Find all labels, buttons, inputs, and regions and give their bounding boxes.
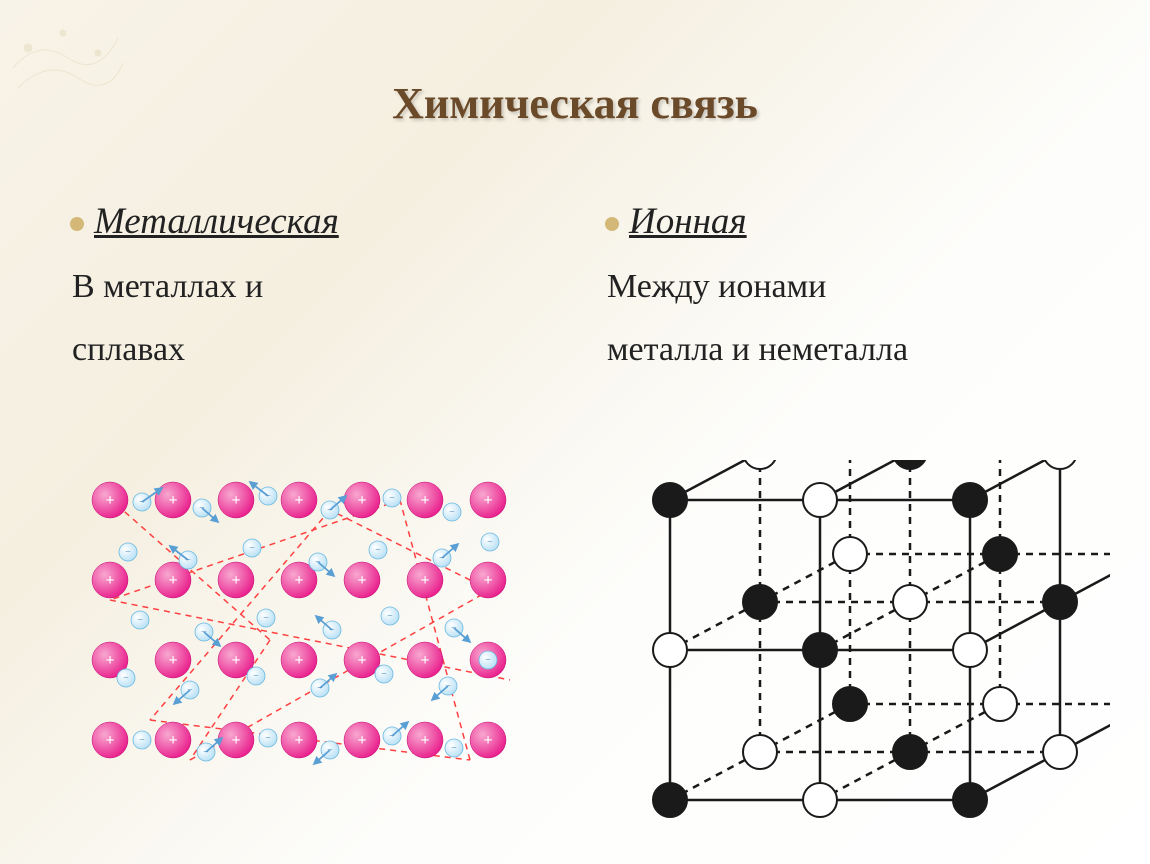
svg-text:+: + [105,732,114,749]
svg-text:+: + [168,492,177,509]
svg-text:+: + [231,732,240,749]
bullet-icon [70,217,84,231]
page-title: Химическая связь [0,78,1150,129]
svg-text:+: + [231,652,240,669]
svg-text:−: − [389,493,395,504]
svg-text:−: − [381,669,387,680]
bullet-icon [605,217,619,231]
svg-text:−: − [123,673,129,684]
svg-text:+: + [294,732,303,749]
right-column: Ионная Между ионами металла и неметалла [605,200,1110,386]
left-sub-line2: сплавах [72,324,575,377]
svg-text:+: + [357,732,366,749]
svg-text:−: − [265,491,271,502]
svg-text:+: + [420,572,429,589]
svg-text:+: + [420,492,429,509]
svg-text:−: − [265,733,271,744]
svg-text:+: + [105,492,114,509]
svg-text:+: + [294,492,303,509]
svg-text:+: + [483,572,492,589]
svg-text:+: + [357,652,366,669]
svg-text:−: − [387,611,393,622]
svg-text:−: − [139,497,145,508]
svg-text:−: − [263,613,269,624]
svg-text:+: + [105,572,114,589]
svg-text:−: − [439,553,445,564]
svg-text:−: − [375,545,381,556]
svg-text:+: + [168,732,177,749]
svg-text:−: − [317,683,323,694]
content-columns: Металлическая В металлах и сплавах Ионна… [70,200,1110,386]
svg-text:+: + [420,652,429,669]
svg-text:+: + [357,492,366,509]
svg-text:+: + [420,732,429,749]
right-sub-line1: Между ионами [607,261,1110,314]
svg-text:+: + [168,652,177,669]
left-heading-row: Металлическая [70,200,575,243]
svg-text:+: + [483,732,492,749]
svg-text:+: + [294,652,303,669]
svg-text:−: − [329,625,335,636]
diagram-area: ++++++++++++++++++++++++++++−−−−−−−−−−−−… [70,460,1110,844]
svg-text:−: − [389,731,395,742]
svg-text:−: − [451,743,457,754]
svg-text:−: − [125,547,131,558]
svg-text:+: + [168,572,177,589]
svg-text:−: − [139,735,145,746]
right-heading: Ионная [629,200,747,243]
svg-text:−: − [487,537,493,548]
svg-text:+: + [483,492,492,509]
svg-text:+: + [105,652,114,669]
svg-text:−: − [253,671,259,682]
svg-text:−: − [327,505,333,516]
metallic-diagram: ++++++++++++++++++++++++++++−−−−−−−−−−−−… [70,460,570,844]
right-sub-line2: металла и неметалла [607,324,1110,377]
ionic-diagram: Cl⁻Na⁺ [610,460,1110,844]
svg-text:−: − [449,507,455,518]
right-heading-row: Ионная [605,200,1110,243]
svg-text:+: + [294,572,303,589]
left-sub-line1: В металлах и [72,261,575,314]
svg-text:−: − [137,615,143,626]
left-heading: Металлическая [94,200,339,243]
svg-text:−: − [485,655,491,666]
svg-text:+: + [357,572,366,589]
svg-text:−: − [185,555,191,566]
svg-text:+: + [231,492,240,509]
svg-text:−: − [249,543,255,554]
svg-text:−: − [203,747,209,758]
svg-text:+: + [231,572,240,589]
left-column: Металлическая В металлах и сплавах [70,200,575,386]
